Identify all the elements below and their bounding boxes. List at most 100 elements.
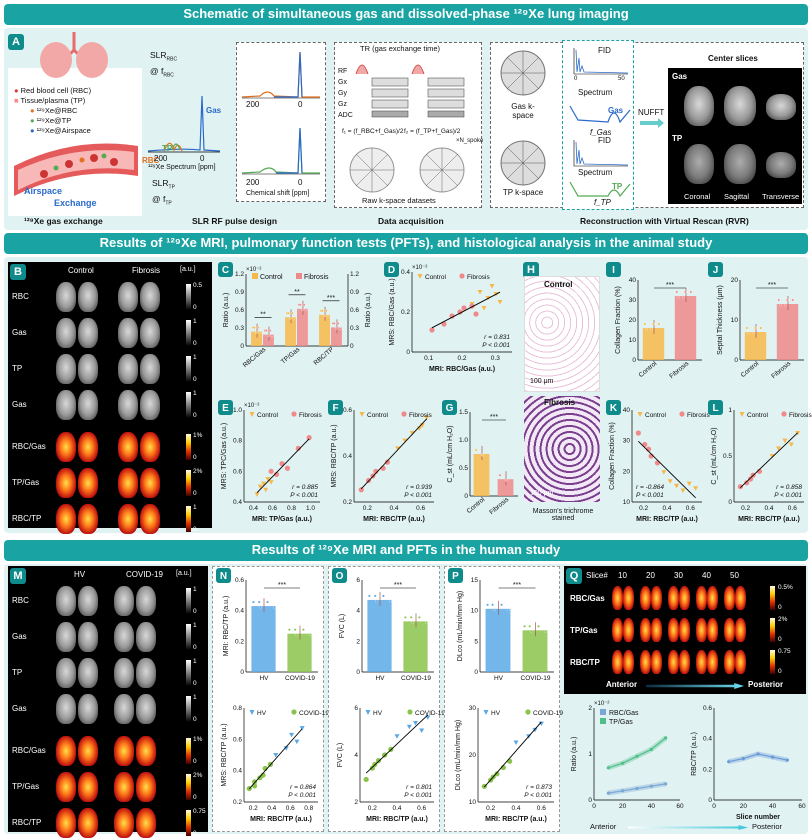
section3-title: Results of ¹²⁹Xe MRI and PFTs in the hum…	[4, 540, 808, 561]
legend-marker	[637, 412, 643, 417]
y-axis-label: MRS: TPC/Gas (a.u.)	[221, 423, 228, 489]
x-tick-label: 0.4	[249, 505, 258, 512]
y-tick-label: 0	[474, 669, 478, 676]
data-point	[254, 492, 260, 497]
lung-image	[136, 586, 156, 616]
y-tick-label: 2	[356, 638, 360, 645]
lung-image	[78, 808, 98, 838]
legend-label: Fibrosis	[409, 412, 433, 419]
data-dot	[287, 311, 290, 315]
data-point	[635, 430, 641, 436]
lung-slice-image	[623, 650, 634, 674]
y-tick-label: 0.5	[723, 453, 732, 460]
spec-xlabel: ¹²⁹Xe Spectrum [ppm]	[148, 164, 216, 171]
colorbar-tick: 1	[193, 694, 197, 701]
legend-marker	[739, 412, 745, 417]
legend-label: HV	[373, 710, 383, 717]
lung-image	[78, 622, 98, 652]
bar	[297, 308, 308, 346]
lung-slice-image	[707, 586, 718, 610]
y-tick-label: 1.0	[459, 437, 468, 444]
data-dot	[784, 303, 788, 307]
colorbar	[186, 588, 191, 614]
data-point	[782, 438, 788, 444]
colorbar	[186, 774, 191, 800]
data-dot	[682, 295, 686, 299]
data-point	[380, 465, 386, 471]
category-label: Fibrosis	[668, 360, 691, 380]
spectrum-label-bottom: Spectrum	[578, 168, 613, 177]
regression-line	[256, 438, 310, 494]
cs-top-tick-0: 0	[298, 100, 303, 109]
lung-slice-image	[623, 618, 634, 642]
colorbar-tick: 0.5%	[778, 584, 793, 591]
data-point	[261, 481, 267, 487]
y-tick-label: 0.4	[235, 608, 244, 615]
panel-m-label: M	[10, 568, 26, 584]
data-point	[375, 758, 382, 764]
panel-label-box	[708, 262, 723, 277]
data-dot	[298, 303, 302, 307]
lung-slice-image	[679, 650, 690, 674]
data-dot	[474, 448, 478, 452]
y-tick-label: 5	[474, 638, 478, 645]
y-axis-label: Septal Thickness (μm)	[717, 285, 724, 355]
data-point	[649, 747, 653, 751]
data-dot	[409, 616, 413, 619]
colorbar-tick: 1	[193, 586, 197, 593]
lung-image	[56, 468, 76, 498]
lung-image	[140, 468, 160, 498]
data-point	[649, 784, 653, 788]
y-axis-label: DLco (mL/min/mm Hg)	[455, 720, 462, 790]
y-axis-label: DLco (mL/min/mm Hg)	[457, 591, 464, 661]
panel-label: J	[713, 265, 719, 276]
panel-label: C	[222, 265, 229, 276]
y-tick-label: 0.2	[703, 766, 712, 773]
data-dot	[779, 303, 782, 307]
data-dot	[505, 478, 509, 482]
data-point	[756, 468, 763, 474]
panel-label-box	[218, 400, 233, 415]
x-tick-label: 0.2	[741, 505, 750, 512]
data-dot	[486, 603, 489, 607]
y-tick-label: 0	[240, 669, 244, 676]
y-tick-label: 0.8	[233, 438, 242, 445]
colorbar-tick: 0.75	[778, 648, 791, 655]
colorbar	[770, 586, 775, 610]
caption-recon: Reconstruction with Virtual Rescan (RVR)	[580, 216, 749, 226]
x-tick-label: 0	[712, 803, 716, 810]
data-point	[284, 465, 291, 471]
center-gas-label: Gas	[672, 72, 688, 81]
y-tick-label: 0	[708, 797, 712, 804]
data-dot	[411, 621, 414, 624]
cs-top-tick-200: 200	[246, 100, 260, 109]
y-tick-label: 0.2	[401, 309, 410, 316]
x-axis-label: MRI: TP/Gas (a.u.)	[252, 516, 312, 523]
colorbar-tick: 1	[193, 504, 197, 511]
legend-swatch	[600, 718, 606, 724]
image-row-label: TP/Gas	[12, 782, 40, 791]
category-label: COVID-19	[285, 675, 315, 682]
lung-image	[56, 772, 76, 802]
panel-i-chart: I 0 10 20 30 40 Collagen Fraction (%) Control **…	[606, 262, 702, 380]
data-dot	[273, 605, 276, 609]
colorbar-tick: 0	[193, 830, 197, 837]
data-dot	[544, 629, 547, 633]
colorbar-tick: 0.5	[193, 282, 203, 289]
y-tick-label: 0.2	[233, 799, 242, 806]
p-value: P < 0.001	[774, 492, 802, 499]
y-tick-label: 10	[629, 337, 637, 344]
data-dot	[652, 322, 655, 326]
spec-tick-0: 0	[200, 154, 205, 163]
data-point	[771, 755, 775, 759]
regression-line	[248, 728, 303, 790]
data-dot	[530, 629, 533, 633]
data-point	[635, 786, 639, 791]
p-value: P < 0.001	[404, 792, 432, 799]
y-tick-label: 4	[356, 608, 360, 615]
spectrum-plot-bottom	[569, 181, 631, 198]
center-tp-label: TP	[672, 134, 683, 143]
image-row-label: RBC/TP	[12, 514, 42, 523]
y-tick-label: 0	[728, 499, 732, 506]
data-point	[477, 290, 483, 295]
